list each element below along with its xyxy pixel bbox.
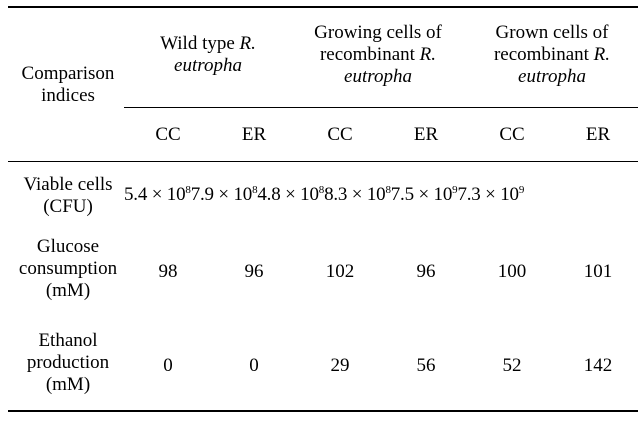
bottom-rule bbox=[8, 410, 638, 412]
table-cell: 98 bbox=[158, 261, 178, 282]
group-text-italic: eutropha bbox=[174, 55, 242, 76]
subcol-header: CC bbox=[499, 124, 525, 145]
table-cell: 7.3 × 109 bbox=[457, 184, 525, 205]
row-label-viable-cells: Viable cells (CFU) bbox=[6, 174, 130, 218]
group-text-italic: R. bbox=[593, 44, 611, 65]
header-label-line: Comparison bbox=[21, 63, 115, 84]
group-text: Growing cells of bbox=[314, 22, 442, 43]
group-rule bbox=[124, 107, 638, 108]
group-text-italic: eutropha bbox=[344, 66, 412, 87]
table-cell: 4.8 × 108 bbox=[257, 184, 325, 205]
table-cell: 5.4 × 108 bbox=[124, 184, 191, 205]
table-cell: 56 bbox=[416, 355, 436, 376]
table-cell: 101 bbox=[583, 261, 613, 282]
subcol-header: ER bbox=[413, 124, 439, 145]
table-cell: 7.5 × 109 bbox=[390, 184, 458, 205]
row-label-line: Ethanol bbox=[38, 330, 98, 351]
group-text-italic: eutropha bbox=[518, 66, 586, 87]
table-cell: 29 bbox=[330, 355, 350, 376]
group-text-italic: R. bbox=[419, 44, 437, 65]
group-text: recombinant bbox=[493, 44, 594, 65]
group-header-grown-cells: Grown cells of recombinant R. eutropha bbox=[466, 22, 638, 88]
row-label-line: Glucose bbox=[36, 236, 100, 257]
group-text: Wild type bbox=[160, 33, 240, 54]
table-cell: 96 bbox=[244, 261, 264, 282]
group-text-italic: R. bbox=[239, 33, 256, 54]
subcol-header: ER bbox=[241, 124, 267, 145]
row-label-line: consumption bbox=[18, 258, 118, 279]
table-cell: 0 bbox=[163, 355, 173, 376]
row-label-line: Viable cells bbox=[23, 174, 113, 195]
row-label-line: (mM) bbox=[45, 280, 91, 301]
table-cell: 0 bbox=[249, 355, 259, 376]
table-cell: 96 bbox=[416, 261, 436, 282]
table-cell: 142 bbox=[583, 355, 613, 376]
group-header-growing-cells: Growing cells of recombinant R. eutropha bbox=[292, 22, 464, 88]
header-rule bbox=[8, 161, 638, 162]
group-text: recombinant bbox=[319, 44, 420, 65]
table-cell: 52 bbox=[502, 355, 522, 376]
table-cell: 102 bbox=[325, 261, 355, 282]
row-label-ethanol-production: Ethanol production (mM) bbox=[6, 330, 130, 396]
subcol-header: CC bbox=[327, 124, 353, 145]
subcol-header: ER bbox=[585, 124, 611, 145]
row-label-line: (mM) bbox=[45, 374, 91, 395]
table-cell: 8.3 × 108 bbox=[324, 184, 391, 205]
group-text: Grown cells of bbox=[495, 22, 609, 43]
header-label-line: indices bbox=[41, 85, 95, 106]
subcol-header: CC bbox=[155, 124, 181, 145]
table-cell: 100 bbox=[497, 261, 527, 282]
viable-cells-values: 5.4 × 1087.9 × 1084.8 × 1088.3 × 1087.5 … bbox=[124, 184, 524, 206]
header-comparison-indices: Comparison indices bbox=[6, 63, 130, 107]
row-label-line: production bbox=[26, 352, 110, 373]
group-header-wild-type: Wild type R. eutropha bbox=[128, 33, 288, 77]
row-label-line: (CFU) bbox=[43, 196, 93, 217]
table-cell: 7.9 × 108 bbox=[190, 184, 258, 205]
top-rule bbox=[8, 6, 638, 8]
row-label-glucose-consumption: Glucose consumption (mM) bbox=[6, 236, 130, 302]
